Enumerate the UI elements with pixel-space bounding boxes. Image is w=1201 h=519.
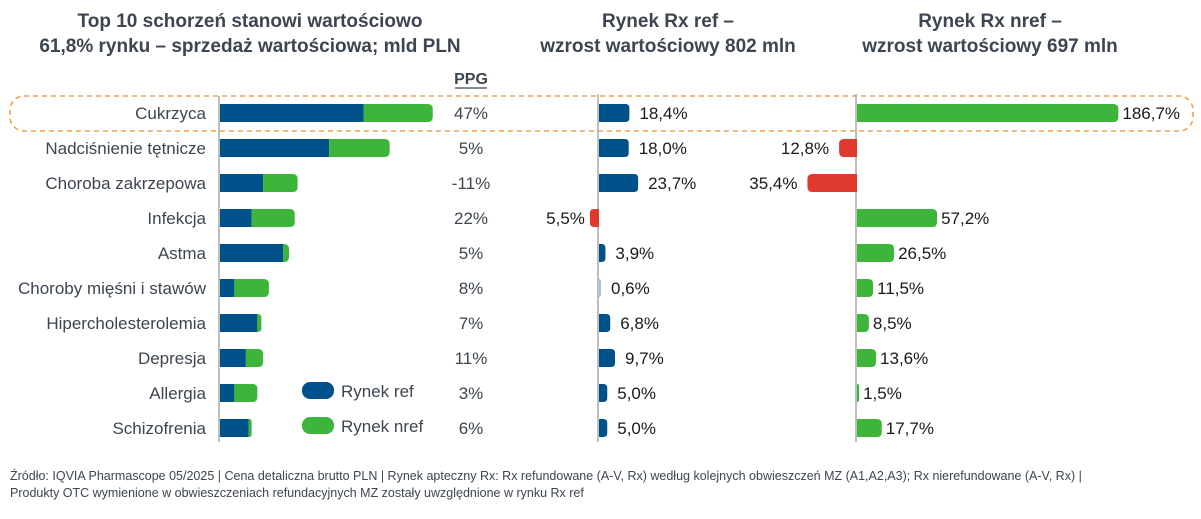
bar-ref-depresja bbox=[220, 349, 246, 367]
right-bar-choroba-zakrzepowa bbox=[807, 174, 857, 192]
right-bar-allergia bbox=[857, 384, 860, 402]
mid-value-label-hipercholesterolemia: 6,8% bbox=[620, 314, 659, 333]
right-value-label-choroba-zakrzepowa: 35,4% bbox=[749, 174, 797, 193]
legend-label-nref: Rynek nref bbox=[341, 417, 423, 436]
ppg-value-choroby-miesni-i-stawow: 8% bbox=[459, 279, 484, 298]
mid-value-label-choroby-miesni-i-stawow: 0,6% bbox=[611, 279, 650, 298]
left-chart-title-line1: Top 10 schorzeń stanowi wartościowo bbox=[78, 11, 423, 32]
right-value-label-depresja: 13,6% bbox=[880, 349, 928, 368]
chart-marks: Cukrzyca 47% Nadciśnienie tętnicze 5% Chorob… bbox=[18, 104, 1180, 438]
ppg-value-astma: 5% bbox=[459, 244, 484, 263]
bar-ref-hipercholesterolemia bbox=[220, 314, 258, 332]
right-value-label-astma: 26,5% bbox=[898, 244, 946, 263]
mid-value-label-allergia: 5,0% bbox=[617, 384, 656, 403]
category-label-infekcja: Infekcja bbox=[147, 209, 206, 228]
legend-label-ref: Rynek ref bbox=[341, 382, 414, 401]
mid-bar-astma bbox=[599, 244, 606, 262]
right-value-label-choroby-miesni-i-stawow: 11,5% bbox=[877, 279, 924, 298]
bar-ref-astma bbox=[220, 244, 284, 262]
right-bar-depresja bbox=[857, 349, 877, 367]
mid-bar-choroba-zakrzepowa bbox=[599, 174, 639, 192]
middle-chart-title-line2: wzrost wartościowy 802 mln bbox=[539, 36, 796, 57]
left-chart-title-line2: 61,8% rynku – sprzedaż wartościowa; mld … bbox=[39, 36, 460, 57]
middle-chart-title-line1: Rynek Rx ref – bbox=[602, 11, 734, 32]
bar-nref-depresja bbox=[245, 349, 264, 367]
right-bar-choroby-miesni-i-stawow bbox=[857, 279, 874, 297]
mid-bar-schizofrenia bbox=[599, 419, 608, 437]
mid-bar-cukrzyca bbox=[599, 104, 630, 122]
mid-value-label-schizofrenia: 5,0% bbox=[617, 419, 656, 438]
bar-nref-choroba-zakrzepowa bbox=[263, 174, 298, 192]
mid-bar-choroby-miesni-i-stawow bbox=[599, 279, 601, 297]
bar-ref-choroba-zakrzepowa bbox=[220, 174, 264, 192]
bar-nref-infekcja bbox=[251, 209, 295, 227]
mid-bar-nadcisnienie-tetnicze bbox=[599, 139, 629, 157]
footnote-line-2: Produkty OTC wymienione w obwieszczeniac… bbox=[10, 486, 584, 500]
category-label-cukrzyca: Cukrzyca bbox=[135, 104, 206, 123]
legend-swatch-ref bbox=[302, 382, 334, 399]
right-bar-cukrzyca bbox=[857, 104, 1119, 122]
mid-value-label-nadcisnienie-tetnicze: 18,0% bbox=[639, 139, 687, 158]
mid-bar-allergia bbox=[599, 384, 608, 402]
bar-nref-hipercholesterolemia bbox=[257, 314, 262, 332]
category-label-allergia: Allergia bbox=[149, 384, 206, 403]
ppg-value-allergia: 3% bbox=[459, 384, 484, 403]
mid-value-label-cukrzyca: 18,4% bbox=[639, 104, 687, 123]
source-footnote: Źródło: IQVIA Pharmascope 05/2025 | Cena… bbox=[10, 468, 1190, 502]
right-bar-infekcja bbox=[857, 209, 938, 227]
ppg-value-nadcisnienie-tetnicze: 5% bbox=[459, 139, 484, 158]
bar-nref-choroby-miesni-i-stawow bbox=[234, 279, 269, 297]
bar-ref-cukrzyca bbox=[220, 104, 364, 122]
bar-nref-cukrzyca bbox=[363, 104, 433, 122]
right-chart-title-line1: Rynek Rx nref – bbox=[918, 11, 1062, 32]
bar-ref-choroby-miesni-i-stawow bbox=[220, 279, 235, 297]
right-bar-astma bbox=[857, 244, 895, 262]
right-value-label-infekcja: 57,2% bbox=[941, 209, 989, 228]
category-label-schizofrenia: Schizofrenia bbox=[112, 419, 206, 438]
right-value-label-allergia: 1,5% bbox=[863, 384, 902, 403]
bar-ref-nadcisnienie-tetnicze bbox=[220, 139, 330, 157]
mid-bar-depresja bbox=[599, 349, 616, 367]
category-label-hipercholesterolemia: Hipercholesterolemia bbox=[46, 314, 206, 333]
highlight-frame bbox=[9, 95, 1194, 132]
category-label-choroby-miesni-i-stawow: Choroby mięśni i stawów bbox=[18, 279, 207, 298]
right-bar-hipercholesterolemia bbox=[857, 314, 869, 332]
bar-ref-infekcja bbox=[220, 209, 252, 227]
bar-nref-allergia bbox=[234, 384, 258, 402]
bar-ref-schizofrenia bbox=[220, 419, 249, 437]
ppg-value-choroba-zakrzepowa: -11% bbox=[452, 174, 490, 193]
legend-swatch-nref bbox=[302, 417, 334, 434]
right-bar-schizofrenia bbox=[857, 419, 882, 437]
mid-value-label-astma: 3,9% bbox=[615, 244, 654, 263]
category-label-choroba-zakrzepowa: Choroba zakrzepowa bbox=[45, 174, 206, 193]
ppg-value-infekcja: 22% bbox=[454, 209, 488, 228]
mid-bar-hipercholesterolemia bbox=[599, 314, 611, 332]
right-bar-nadcisnienie-tetnicze bbox=[839, 139, 857, 157]
right-value-label-schizofrenia: 17,7% bbox=[886, 419, 934, 438]
ppg-value-hipercholesterolemia: 7% bbox=[459, 314, 484, 333]
right-value-label-nadcisnienie-tetnicze: 12,8% bbox=[781, 139, 829, 158]
ppg-value-depresja: 11% bbox=[455, 349, 488, 368]
mid-bar-infekcja bbox=[589, 209, 599, 227]
mid-value-label-choroba-zakrzepowa: 23,7% bbox=[648, 174, 696, 193]
bar-nref-nadcisnienie-tetnicze bbox=[329, 139, 390, 157]
category-label-astma: Astma bbox=[158, 244, 207, 263]
bar-nref-schizofrenia bbox=[248, 419, 252, 437]
category-label-nadcisnienie-tetnicze: Nadciśnienie tętnicze bbox=[45, 139, 206, 158]
ppg-header: PPG bbox=[454, 71, 488, 88]
bar-nref-astma bbox=[283, 244, 289, 262]
category-label-depresja: Depresja bbox=[138, 349, 207, 368]
footnote-line-1: Źródło: IQVIA Pharmascope 05/2025 | Cena… bbox=[10, 469, 1082, 483]
bar-ref-allergia bbox=[220, 384, 235, 402]
ppg-value-schizofrenia: 6% bbox=[459, 419, 484, 438]
right-value-label-cukrzyca: 186,7% bbox=[1122, 104, 1180, 123]
mid-value-label-infekcja: 5,5% bbox=[546, 209, 585, 228]
mid-value-label-depresja: 9,7% bbox=[625, 349, 664, 368]
right-chart-title-line2: wzrost wartościowy 697 mln bbox=[861, 36, 1118, 57]
right-value-label-hipercholesterolemia: 8,5% bbox=[873, 314, 912, 333]
ppg-value-cukrzyca: 47% bbox=[454, 104, 488, 123]
